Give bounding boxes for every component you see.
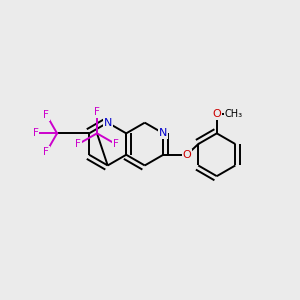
- Text: O: O: [212, 109, 221, 119]
- Text: F: F: [33, 128, 39, 138]
- Text: F: F: [75, 139, 81, 149]
- Text: F: F: [44, 147, 49, 157]
- Text: CH₃: CH₃: [225, 109, 243, 119]
- Text: N: N: [159, 128, 167, 138]
- Text: F: F: [44, 110, 49, 120]
- Text: N: N: [103, 118, 112, 128]
- Text: O: O: [182, 150, 191, 160]
- Text: F: F: [94, 107, 100, 117]
- Text: F: F: [113, 139, 118, 149]
